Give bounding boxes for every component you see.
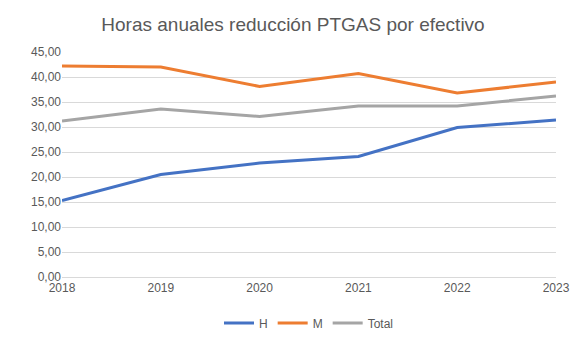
svg-text:20,00: 20,00 — [31, 170, 61, 184]
svg-text:25,00: 25,00 — [31, 145, 61, 159]
svg-text:30,00: 30,00 — [31, 120, 61, 134]
svg-text:Total: Total — [368, 317, 393, 331]
svg-text:2021: 2021 — [345, 281, 372, 295]
svg-text:15,00: 15,00 — [31, 195, 61, 209]
svg-text:35,00: 35,00 — [31, 95, 61, 109]
svg-text:10,00: 10,00 — [31, 220, 61, 234]
svg-text:45,00: 45,00 — [31, 45, 61, 59]
svg-text:2018: 2018 — [49, 281, 76, 295]
svg-text:0,00: 0,00 — [38, 270, 62, 284]
svg-text:2023: 2023 — [543, 281, 570, 295]
svg-text:2020: 2020 — [246, 281, 273, 295]
svg-text:40,00: 40,00 — [31, 70, 61, 84]
svg-text:H: H — [259, 317, 268, 331]
svg-text:2022: 2022 — [444, 281, 471, 295]
svg-text:Horas anuales reducción PTGAS: Horas anuales reducción PTGAS por efecti… — [101, 14, 484, 35]
svg-text:2019: 2019 — [147, 281, 174, 295]
svg-text:M: M — [313, 317, 323, 331]
svg-text:5,00: 5,00 — [38, 245, 62, 259]
